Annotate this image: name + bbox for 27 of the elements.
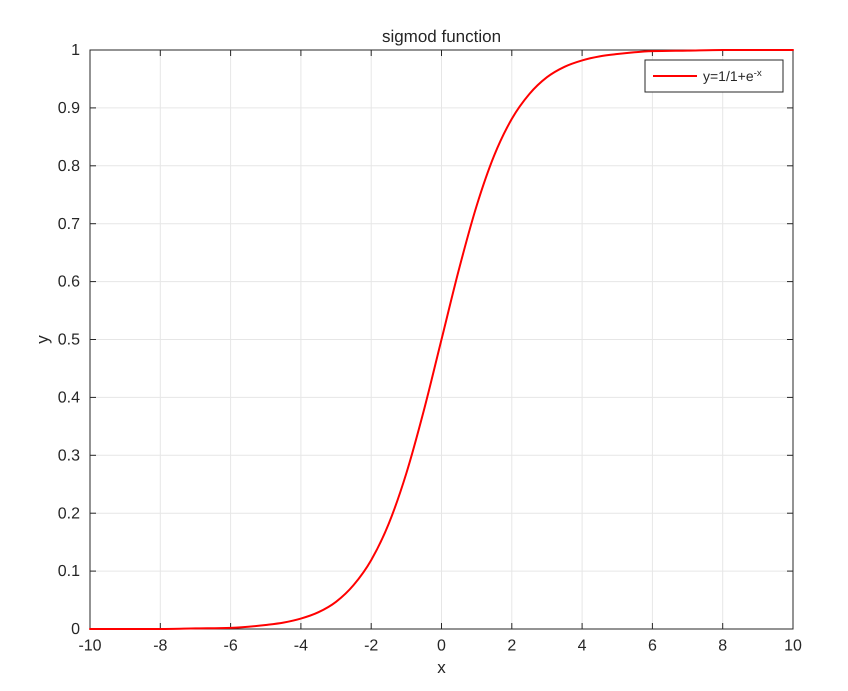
- x-tick-label: 4: [578, 637, 587, 654]
- x-tick-label: 6: [648, 637, 657, 654]
- y-tick-label: 0.7: [58, 216, 80, 233]
- y-tick-label: 0.1: [58, 563, 80, 580]
- x-tick-label: 2: [507, 637, 516, 654]
- x-axis-title: x: [437, 658, 446, 677]
- y-tick-label: 0.5: [58, 332, 80, 349]
- y-tick-label: 1: [71, 42, 80, 60]
- y-tick-label: 0.9: [58, 100, 80, 118]
- y-tick-label: 0.2: [58, 505, 80, 522]
- legend-label: y=1/1+e$^{-x}$: [703, 68, 762, 84]
- y-tick-label: 0: [71, 621, 80, 638]
- y-tick-label: 0.8: [58, 158, 80, 175]
- x-tick-label: -4: [294, 637, 308, 654]
- x-tick-label: 10: [784, 637, 802, 654]
- x-tick-label: 0: [437, 637, 446, 654]
- x-tick-label: 8: [718, 637, 728, 654]
- x-tick-label: -8: [153, 637, 168, 654]
- y-tick-label: 0.4: [58, 390, 80, 407]
- x-tick-label: -10: [78, 637, 102, 654]
- line-series: [89, 49, 794, 630]
- chart-title: sigmod function: [382, 27, 502, 46]
- x-tick-label: -2: [364, 637, 378, 654]
- y-tick-label: 0.3: [58, 447, 80, 464]
- x-tick-label: -6: [223, 637, 238, 654]
- y-axis-title: y: [33, 334, 52, 344]
- y-tick-label: 0.6: [58, 274, 80, 291]
